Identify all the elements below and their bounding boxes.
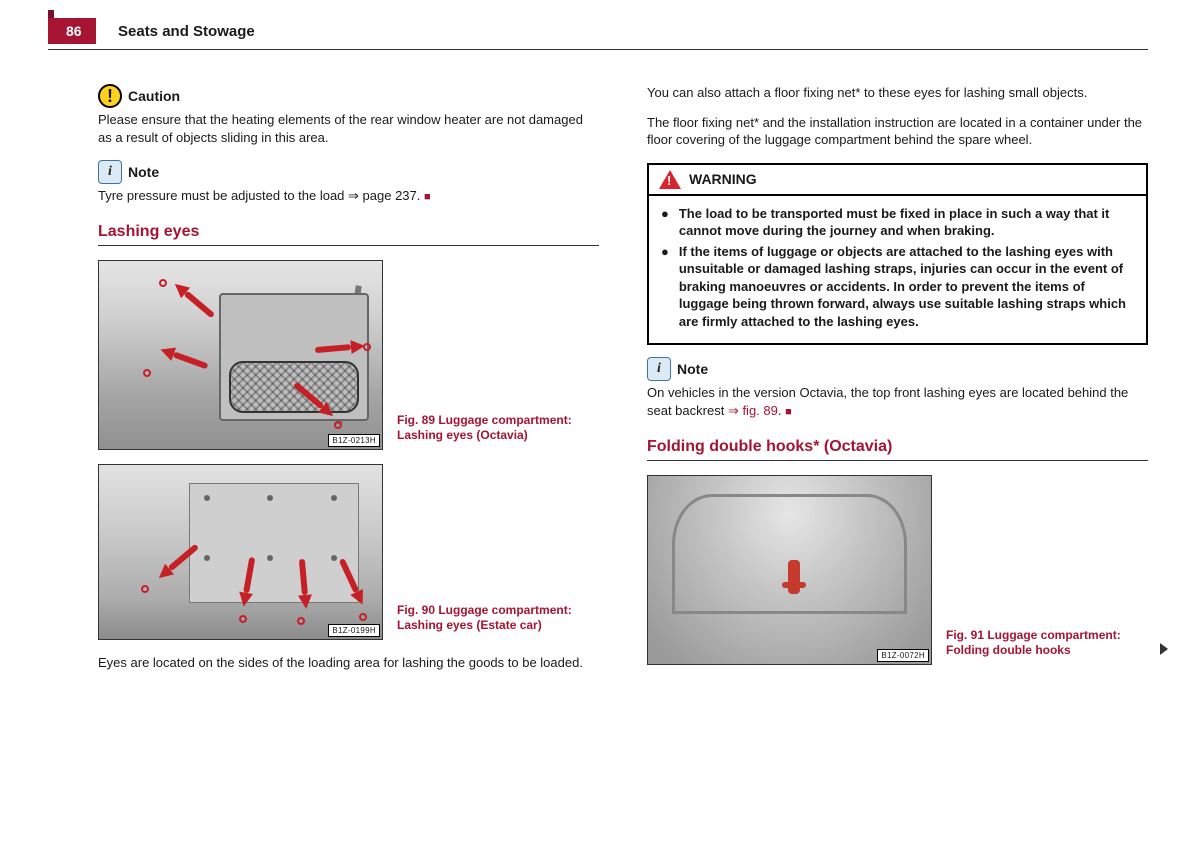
note-text: Tyre pressure must be adjusted to the lo…	[98, 187, 599, 205]
fig-89-link: ⇒ fig. 89	[728, 403, 778, 418]
info-icon: i	[647, 357, 671, 381]
end-block-icon: ■	[785, 406, 792, 418]
after-figures-text: Eyes are located on the sides of the loa…	[98, 654, 599, 672]
note-text-before: Tyre pressure must be adjusted to the lo…	[98, 188, 348, 203]
note-heading: i Note	[98, 160, 599, 184]
page-header: 86 Seats and Stowage	[48, 22, 1148, 50]
note-text-right: On vehicles in the version Octavia, the …	[647, 384, 1148, 419]
header-section-title: Seats and Stowage	[118, 23, 255, 40]
figure-89-tag: B1Z-0213H	[328, 434, 380, 447]
warning-body: ● The load to be transported must be fixe…	[649, 196, 1146, 344]
figure-90-tag: B1Z-0199H	[328, 624, 380, 637]
left-column: ! Caution Please ensure that the heating…	[98, 78, 599, 801]
warning-icon	[659, 170, 681, 189]
caution-label: Caution	[128, 88, 180, 104]
content-columns: ! Caution Please ensure that the heating…	[98, 78, 1148, 801]
warning-bullet-2: If the items of luggage or objects are a…	[679, 243, 1134, 331]
double-hooks-heading: Folding double hooks* (Octavia)	[647, 438, 1148, 461]
note-label: Note	[128, 164, 159, 180]
figure-89: B1Z-0213H	[98, 260, 383, 450]
bullet-icon: ●	[661, 205, 669, 240]
note-label-right: Note	[677, 361, 708, 377]
warning-box: WARNING ● The load to be transported must…	[647, 163, 1148, 346]
continue-arrow-icon	[1160, 643, 1168, 655]
figure-91-illustration	[648, 476, 931, 665]
note-heading-right: i Note	[647, 357, 1148, 381]
right-column: You can also attach a floor fixing net* …	[647, 78, 1148, 801]
bullet-icon: ●	[661, 243, 669, 331]
note-text-right-after: .	[778, 403, 782, 418]
figure-91: B1Z-0072H	[647, 475, 932, 665]
figure-91-row: B1Z-0072H Fig. 91 Luggage compartment: F…	[647, 475, 1148, 665]
figure-91-caption: Fig. 91 Luggage compartment: Folding dou…	[946, 628, 1148, 665]
caution-text: Please ensure that the heating elements …	[98, 111, 599, 146]
figure-89-caption: Fig. 89 Luggage compartment: Lashing eye…	[397, 413, 599, 450]
figure-89-row: B1Z-0213H Fig. 89 Luggage compartment: L…	[98, 260, 599, 450]
caution-heading: ! Caution	[98, 84, 599, 108]
caution-icon: !	[98, 84, 122, 108]
right-para-2: The floor fixing net* and the installati…	[647, 114, 1148, 149]
end-block-icon: ■	[424, 191, 431, 203]
note-page-ref: ⇒ page 237.	[348, 188, 420, 203]
warning-bullet-1: The load to be transported must be fixed…	[679, 205, 1134, 240]
warning-label: WARNING	[689, 171, 757, 187]
lashing-eyes-heading: Lashing eyes	[98, 223, 599, 246]
page-number: 86	[48, 18, 96, 44]
figure-90: B1Z-0199H	[98, 464, 383, 640]
warning-heading: WARNING	[649, 165, 1146, 196]
info-icon: i	[98, 160, 122, 184]
figure-91-tag: B1Z-0072H	[877, 649, 929, 662]
figure-90-caption: Fig. 90 Luggage compartment: Lashing eye…	[397, 603, 599, 640]
note-text-right-before: On vehicles in the version Octavia, the …	[647, 385, 1128, 418]
figure-90-row: B1Z-0199H Fig. 90 Luggage compartment: L…	[98, 464, 599, 640]
figure-90-illustration	[99, 465, 382, 640]
right-para-1: You can also attach a floor fixing net* …	[647, 84, 1148, 102]
figure-89-illustration	[99, 261, 382, 450]
